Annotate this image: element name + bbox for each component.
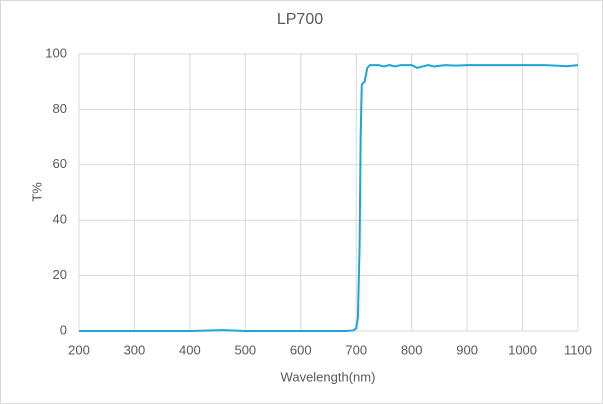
y-tick-label: 40	[53, 212, 67, 227]
x-tick-label: 500	[234, 342, 256, 357]
x-axis-label: Wavelength(nm)	[281, 369, 376, 384]
x-tick-label: 700	[345, 342, 367, 357]
y-axis-label: T%	[29, 182, 44, 202]
y-tick-label: 100	[45, 45, 67, 60]
data-line	[79, 64, 579, 332]
x-tick-label: 800	[401, 342, 423, 357]
y-tick-label: 0	[60, 322, 67, 337]
x-tick-label: 600	[290, 342, 312, 357]
chart-title: LP700	[277, 11, 323, 28]
x-tick-label: 300	[124, 342, 146, 357]
x-tick-label: 200	[68, 342, 90, 357]
x-tick-label: 900	[456, 342, 478, 357]
x-tick-label: 1000	[508, 342, 537, 357]
x-tick-label: 400	[179, 342, 201, 357]
y-tick-label: 20	[53, 267, 67, 282]
x-tick-label: 1100	[564, 342, 592, 357]
y-tick-label: 60	[53, 156, 67, 171]
y-tick-label: 80	[53, 101, 67, 116]
